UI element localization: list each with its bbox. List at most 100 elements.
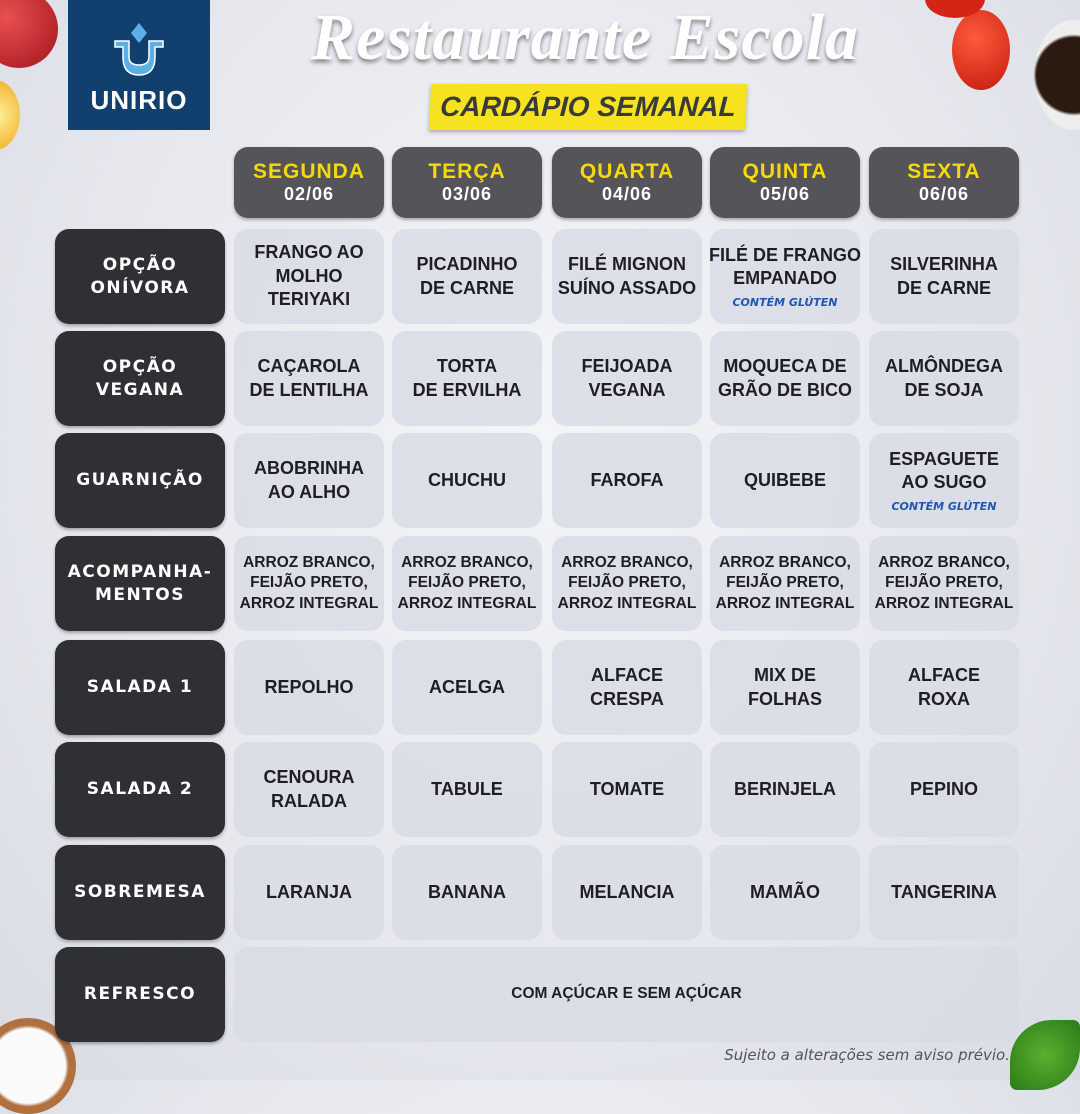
item-text: FILÉ DE FRANGO EMPANADO (709, 244, 861, 288)
menu-item-span: COM AÇÚCAR E SEM AÇÚCAR (234, 947, 1019, 1042)
unirio-logo: UNIRIO (68, 0, 210, 130)
menu-item: LARANJA (234, 845, 384, 940)
menu-item: ABOBRINHA AO ALHO (234, 433, 384, 528)
menu-item: TANGERINA (869, 845, 1019, 940)
page-title: Restaurante Escola (311, 1, 859, 74)
pepper-bowl-decoration (1034, 20, 1080, 130)
menu-item: ARROZ BRANCO, FEIJÃO PRETO, ARROZ INTEGR… (710, 536, 860, 631)
item-text: LARANJA (265, 881, 352, 902)
menu-item: QUIBEBE (710, 433, 860, 528)
menu-item: TABULE (392, 742, 542, 837)
day-header: QUINTA 05/06 (710, 147, 860, 218)
menu-item: FRANGO AO MOLHO TERIYAKI (234, 229, 384, 324)
menu-item: TOMATE (552, 742, 702, 837)
item-text: TOMATE (589, 778, 665, 799)
apple-decoration (0, 0, 58, 68)
day-header: SEGUNDA 02/06 (234, 147, 384, 218)
item-text: CAÇAROLA DE LENTILHA (249, 356, 369, 400)
item-text: COM AÇÚCAR E SEM AÇÚCAR (511, 985, 742, 1003)
menu-item: ACELGA (392, 640, 542, 735)
item-text: ACELGA (429, 676, 505, 697)
menu-item: CAÇAROLA DE LENTILHA (234, 331, 384, 426)
item-text: BANANA (428, 881, 506, 902)
day-date: 06/06 (918, 184, 970, 204)
day-header: QUARTA 04/06 (552, 147, 702, 218)
day-name: QUARTA (579, 160, 675, 183)
gluten-note: CONTÉM GLÚTEN (732, 296, 838, 310)
day-name: SEXTA (907, 160, 981, 183)
menu-item: FILÉ DE FRANGO EMPANADO CONTÉM GLÚTEN (709, 229, 861, 324)
item-text: ARROZ BRANCO, FEIJÃO PRETO, ARROZ INTEGR… (239, 554, 379, 612)
menu-item: ARROZ BRANCO, FEIJÃO PRETO, ARROZ INTEGR… (234, 536, 384, 631)
menu-item: ARROZ BRANCO, FEIJÃO PRETO, ARROZ INTEGR… (552, 536, 702, 631)
day-name: TERÇA (428, 160, 506, 183)
menu-item: MOQUECA DE GRÃO DE BICO (710, 331, 860, 426)
logo-text: UNIRIO (90, 85, 188, 115)
menu-item: ESPAGUETE AO SUGO CONTÉM GLÚTEN (869, 433, 1019, 528)
day-name: SEGUNDA (252, 160, 365, 183)
day-date: 02/06 (283, 184, 335, 204)
gluten-note: CONTÉM GLÚTEN (891, 500, 997, 514)
day-date: 05/06 (759, 184, 811, 204)
row-label: SALADA 1 (55, 640, 225, 735)
tomato-decoration (925, 0, 985, 18)
menu-item: ALFACE CRESPA (552, 640, 702, 735)
item-text: MIX DE FOLHAS (748, 665, 822, 709)
menu-item: PICADINHO DE CARNE (392, 229, 542, 324)
item-text: FILÉ MIGNON SUÍNO ASSADO (557, 254, 697, 298)
row-label: SOBREMESA (55, 845, 225, 940)
menu-item: REPOLHO (234, 640, 384, 735)
menu-item: CHUCHU (392, 433, 542, 528)
item-text: REPOLHO (264, 676, 354, 697)
menu-item: ARROZ BRANCO, FEIJÃO PRETO, ARROZ INTEGR… (869, 536, 1019, 631)
menu-item: CENOURA RALADA (234, 742, 384, 837)
menu-item: ARROZ BRANCO, FEIJÃO PRETO, ARROZ INTEGR… (392, 536, 542, 631)
row-label: OPÇÃO ONÍVORA (55, 229, 225, 324)
item-text: SILVERINHA DE CARNE (890, 254, 998, 298)
menu-item: BANANA (392, 845, 542, 940)
menu-item: MELANCIA (552, 845, 702, 940)
page-subtitle: CARDÁPIO SEMANAL (428, 84, 748, 130)
item-text: QUIBEBE (743, 469, 826, 490)
day-name: QUINTA (742, 160, 828, 183)
menu-item: MAMÃO (710, 845, 860, 940)
item-text: FEIJOADA VEGANA (581, 356, 673, 400)
item-text: PICADINHO DE CARNE (416, 254, 518, 298)
row-label: SALADA 2 (55, 742, 225, 837)
menu-item: FAROFA (552, 433, 702, 528)
menu-item: MIX DE FOLHAS (710, 640, 860, 735)
item-text: CHUCHU (428, 469, 506, 490)
menu-item: FILÉ MIGNON SUÍNO ASSADO (552, 229, 702, 324)
item-text: MOQUECA DE GRÃO DE BICO (717, 356, 852, 400)
menu-item: SILVERINHA DE CARNE (869, 229, 1019, 324)
item-text: ARROZ BRANCO, FEIJÃO PRETO, ARROZ INTEGR… (715, 554, 855, 612)
item-text: BERINJELA (733, 778, 836, 799)
tomato-decoration (952, 10, 1010, 90)
menu-item: ALMÔNDEGA DE SOJA (869, 331, 1019, 426)
menu-item: BERINJELA (710, 742, 860, 837)
item-text: MAMÃO (750, 881, 820, 902)
item-text: MELANCIA (579, 881, 675, 902)
disclaimer: Sujeito a alterações sem aviso prévio. (724, 1046, 1010, 1064)
item-text: ARROZ BRANCO, FEIJÃO PRETO, ARROZ INTEGR… (557, 554, 697, 612)
item-text: PEPINO (909, 778, 979, 799)
menu-item: PEPINO (869, 742, 1019, 837)
day-date: 03/06 (441, 184, 493, 204)
item-text: ESPAGUETE AO SUGO (889, 448, 999, 492)
item-text: TANGERINA (891, 881, 997, 902)
item-text: ALFACE CRESPA (590, 665, 664, 709)
day-date: 04/06 (601, 184, 653, 204)
unirio-emblem-icon (114, 23, 164, 76)
row-label: REFRESCO (55, 947, 225, 1042)
item-text: ALFACE ROXA (908, 665, 980, 709)
item-text: FAROFA (590, 469, 664, 490)
day-header: TERÇA 03/06 (392, 147, 542, 218)
row-label: ACOMPANHA- MENTOS (55, 536, 225, 631)
item-text: TORTA DE ERVILHA (412, 356, 522, 400)
menu-item: FEIJOADA VEGANA (552, 331, 702, 426)
item-text: ARROZ BRANCO, FEIJÃO PRETO, ARROZ INTEGR… (874, 554, 1014, 612)
item-text: TABULE (431, 778, 503, 799)
menu-item: TORTA DE ERVILHA (392, 331, 542, 426)
row-label: OPÇÃO VEGANA (55, 331, 225, 426)
item-text: CENOURA RALADA (263, 767, 355, 811)
